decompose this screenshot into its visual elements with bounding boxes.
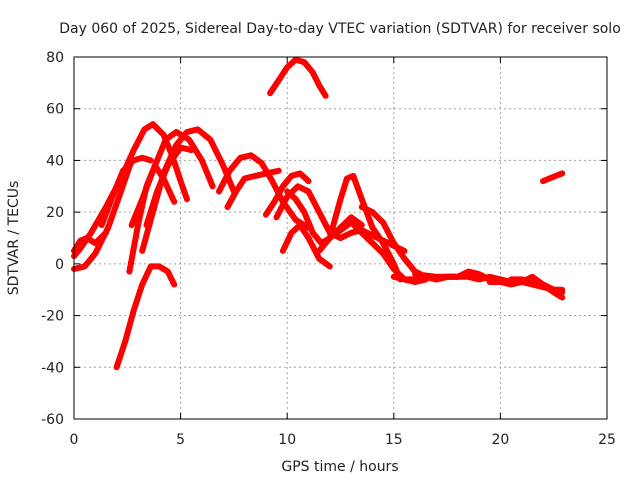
x-axis-label: GPS time / hours: [281, 459, 398, 475]
y-tick-label: -20: [41, 309, 64, 325]
tick-labels: 0 5 10 15 20 25 -60 -40 -20 0 20 40 60 80: [41, 50, 616, 448]
series-arc-25: [540, 170, 566, 185]
series-arc-24: [508, 276, 566, 301]
y-axis-label: SDTVAR / TECUs: [6, 181, 22, 296]
chart-title: Day 060 of 2025, Sidereal Day-to-day VTE…: [59, 21, 621, 37]
series-arc-11: [224, 167, 282, 210]
series-arc-15: [279, 222, 333, 270]
y-tick-label: 20: [46, 205, 64, 221]
plot-frame: [73, 56, 608, 420]
x-tick-label: 0: [70, 432, 79, 448]
series-arc-17: [316, 172, 404, 283]
series-arc-7: [128, 129, 216, 229]
y-tick-label: 40: [46, 153, 64, 169]
y-tick-label: -40: [41, 360, 64, 376]
y-tick-label: 80: [46, 50, 64, 66]
x-tick-label: 10: [278, 432, 296, 448]
y-tick-label: -60: [41, 412, 64, 428]
series-group: [71, 56, 566, 371]
x-tick-label: 5: [176, 432, 185, 448]
axis-ticks: [73, 56, 608, 420]
series-arc-16: [284, 188, 365, 247]
y-tick-label: 60: [46, 102, 64, 118]
series-arc-3: [71, 229, 109, 254]
series-arc-10: [216, 152, 312, 231]
series-arc-12: [262, 170, 312, 218]
grid: [74, 57, 607, 419]
series-arc-4: [98, 154, 154, 229]
x-tick-label: 15: [385, 432, 403, 448]
series-arc-9: [143, 144, 195, 229]
y-tick-label: 0: [55, 257, 64, 273]
x-tick-label: 25: [598, 432, 616, 448]
x-tick-label: 20: [491, 432, 509, 448]
series-arc-14: [267, 56, 329, 99]
series-arc-5: [113, 263, 178, 371]
